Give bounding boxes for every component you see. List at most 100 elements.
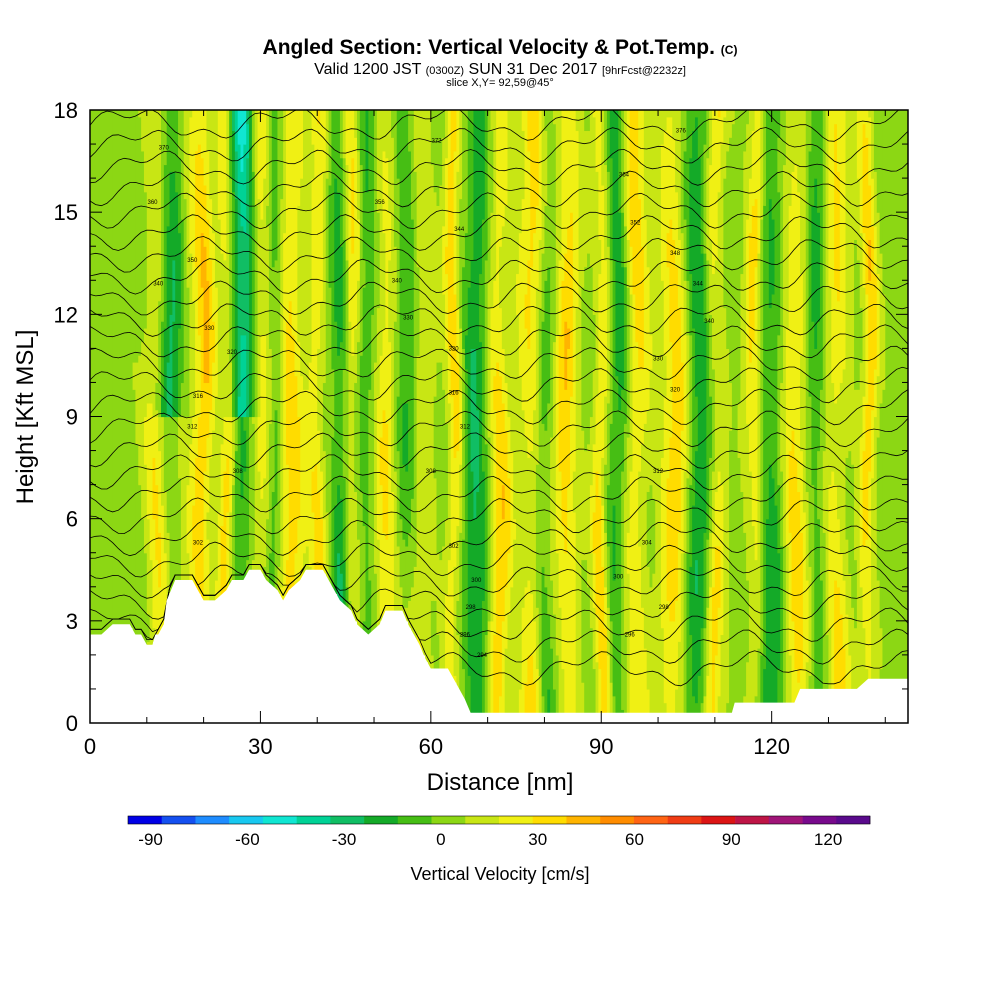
velocity-cell bbox=[442, 225, 446, 295]
velocity-cell bbox=[564, 552, 568, 717]
velocity-cell bbox=[663, 396, 668, 704]
velocity-cell bbox=[854, 627, 858, 690]
velocity-cell bbox=[706, 607, 710, 676]
velocity-cell bbox=[356, 218, 361, 281]
velocity-cell bbox=[609, 259, 614, 424]
velocity-cell bbox=[720, 144, 724, 486]
velocity-cell bbox=[433, 191, 438, 397]
velocity-cell bbox=[436, 552, 440, 636]
velocity-cell bbox=[865, 402, 869, 540]
theta-contour bbox=[90, 148, 908, 186]
velocity-cell bbox=[183, 110, 188, 200]
velocity-cell bbox=[618, 110, 622, 213]
velocity-cell bbox=[669, 620, 673, 717]
velocity-cell bbox=[726, 348, 730, 704]
velocity-cell bbox=[561, 280, 565, 527]
velocity-cell bbox=[760, 110, 764, 220]
terrain bbox=[90, 569, 908, 723]
velocity-cell bbox=[646, 110, 651, 268]
contour-label: 320 bbox=[227, 350, 238, 356]
velocity-cell bbox=[834, 402, 838, 486]
colorbar-frame bbox=[127, 815, 871, 825]
velocity-cell bbox=[876, 375, 881, 438]
velocity-cell bbox=[842, 368, 847, 581]
contour-label: 304 bbox=[642, 541, 653, 547]
colorbar-swatch bbox=[364, 816, 399, 824]
velocity-cell bbox=[598, 273, 602, 499]
valid-zulu: (0300Z) bbox=[425, 65, 465, 77]
theta-contour bbox=[90, 324, 908, 359]
velocity-cell bbox=[666, 600, 671, 717]
velocity-cell bbox=[598, 668, 602, 717]
velocity-cell bbox=[836, 110, 841, 172]
velocity-cell bbox=[694, 110, 699, 118]
velocity-cell bbox=[606, 402, 611, 486]
velocity-cell bbox=[700, 253, 705, 629]
contour-label: 348 bbox=[670, 251, 681, 257]
velocity-cell bbox=[538, 239, 543, 309]
velocity-cell bbox=[337, 355, 341, 486]
velocity-cell bbox=[206, 280, 210, 384]
velocity-cell bbox=[95, 110, 100, 636]
velocity-cell bbox=[456, 634, 460, 690]
velocity-cell bbox=[283, 110, 287, 234]
velocity-cell bbox=[322, 450, 327, 520]
velocity-cell bbox=[709, 457, 713, 533]
velocity-cell bbox=[669, 116, 673, 220]
x-axis-title: Distance [nm] bbox=[427, 769, 574, 796]
velocity-cell bbox=[629, 246, 634, 295]
colorbar-swatch bbox=[262, 816, 297, 824]
velocity-cell bbox=[677, 641, 682, 717]
velocity-cell bbox=[794, 164, 798, 458]
velocity-cell bbox=[516, 273, 520, 315]
velocity-cell bbox=[535, 464, 540, 608]
velocity-cell bbox=[129, 110, 134, 629]
velocity-cell bbox=[183, 416, 188, 581]
velocity-cell bbox=[825, 110, 830, 636]
velocity-cell bbox=[391, 110, 395, 138]
velocity-cell bbox=[595, 470, 600, 615]
velocity-cell bbox=[896, 110, 901, 683]
velocity-cell bbox=[689, 566, 693, 636]
velocity-cell bbox=[479, 110, 483, 275]
velocity-cell bbox=[615, 110, 619, 377]
velocity-cell bbox=[223, 110, 227, 261]
velocity-cell bbox=[143, 464, 148, 554]
velocity-cell bbox=[456, 362, 460, 452]
velocity-cell bbox=[760, 654, 764, 710]
velocity-cell bbox=[771, 218, 776, 295]
velocity-cell bbox=[183, 198, 188, 418]
contour-label: 296 bbox=[625, 633, 636, 639]
velocity-cell bbox=[533, 110, 537, 234]
velocity-cell bbox=[746, 423, 750, 581]
velocity-cell bbox=[623, 225, 628, 268]
velocity-cell bbox=[516, 314, 520, 717]
slice-line: slice X,Y= 92,59@45° bbox=[446, 77, 554, 89]
velocity-cell bbox=[442, 110, 446, 138]
velocity-cell bbox=[706, 539, 710, 608]
velocity-cell bbox=[189, 443, 193, 581]
velocity-cell bbox=[839, 382, 844, 554]
velocity-cell bbox=[856, 110, 861, 179]
velocity-cell bbox=[169, 110, 173, 172]
velocity-cell bbox=[439, 184, 443, 363]
velocity-cell bbox=[331, 110, 335, 370]
velocity-cell bbox=[561, 525, 565, 670]
velocity-cell bbox=[285, 559, 290, 595]
velocity-cell bbox=[138, 484, 142, 636]
colorbar-swatch bbox=[229, 816, 264, 824]
velocity-cell bbox=[550, 436, 554, 581]
velocity-cell bbox=[567, 225, 571, 329]
velocity-cell bbox=[689, 273, 693, 336]
velocity-cell bbox=[410, 110, 415, 220]
velocity-cell bbox=[314, 110, 318, 465]
velocity-cell bbox=[456, 307, 460, 363]
velocity-cell bbox=[146, 402, 151, 520]
velocity-cell bbox=[189, 110, 193, 118]
velocity-cell bbox=[663, 702, 668, 717]
velocity-cell bbox=[876, 436, 881, 581]
velocity-cell bbox=[345, 110, 350, 166]
velocity-cell bbox=[834, 484, 838, 581]
velocity-cell bbox=[143, 552, 148, 649]
velocity-cell bbox=[535, 607, 540, 670]
